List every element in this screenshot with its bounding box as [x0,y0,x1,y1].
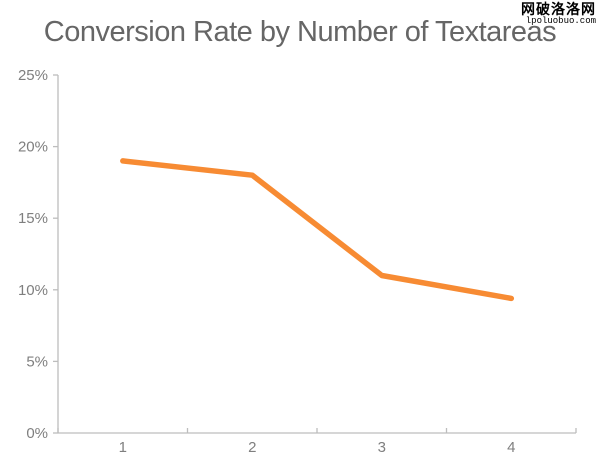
watermark-site-name: 网破洛洛网 [521,1,596,17]
y-tick-label: 25% [18,67,48,84]
y-tick-label: 0% [26,425,48,442]
y-tick-label: 15% [18,210,48,227]
x-tick-label: 2 [248,439,256,456]
y-tick-label: 20% [18,139,48,156]
y-tick-label: 5% [26,353,48,370]
conversion-rate-line-series [120,158,515,302]
x-tick-label: 1 [119,439,127,456]
x-tick-label: 3 [378,439,386,456]
watermark-site-url: lpoluobuo.com [525,16,596,27]
watermark: 网破洛洛网 lpoluobuo.com [521,1,596,27]
y-tick-label: 10% [18,282,48,299]
chart-title: Conversion Rate by Number of Textareas [43,16,557,48]
x-tick-label: 4 [507,439,515,456]
